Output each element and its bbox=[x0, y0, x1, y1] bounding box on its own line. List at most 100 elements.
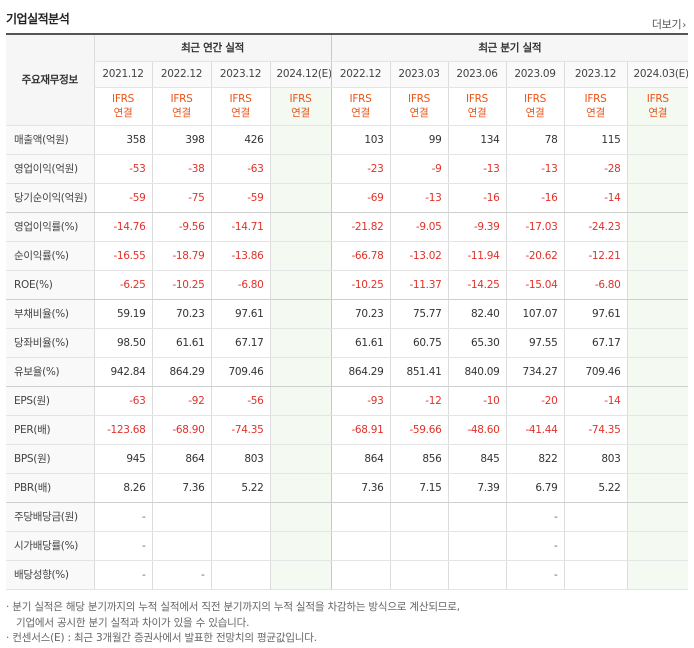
value-cell: -74.35 bbox=[210, 415, 270, 445]
value-cell: -14 bbox=[563, 386, 627, 416]
quarter-group-header: 최근 분기 실적 bbox=[330, 33, 688, 62]
value-cell: -15.04 bbox=[505, 270, 564, 300]
row-label: 당기순이익(억원) bbox=[6, 183, 94, 213]
row-label: PER(배) bbox=[6, 415, 94, 445]
period-header: 2022.12 bbox=[330, 61, 390, 88]
value-cell: -9.05 bbox=[389, 212, 448, 242]
value-cell: - bbox=[505, 560, 564, 590]
value-cell: 134 bbox=[447, 125, 506, 155]
ifrs-header: IFRS 연결 bbox=[447, 87, 506, 126]
row-label: EPS(원) bbox=[6, 386, 94, 416]
period-header: 2022.12 bbox=[151, 61, 211, 88]
ifrs-header: IFRS 연결 bbox=[389, 87, 448, 126]
row-label: 영업이익(억원) bbox=[6, 154, 94, 184]
value-cell bbox=[269, 241, 331, 271]
value-cell: 60.75 bbox=[389, 328, 448, 358]
consolidated-label: 연결 bbox=[172, 107, 191, 119]
value-cell: -53 bbox=[93, 154, 152, 184]
period-header: 2023.12 bbox=[210, 61, 270, 88]
value-cell: -74.35 bbox=[563, 415, 627, 445]
value-cell: 734.27 bbox=[505, 357, 564, 387]
value-cell: 942.84 bbox=[93, 357, 152, 387]
value-cell bbox=[626, 299, 688, 329]
table-row: 주당배당금(원) - - bbox=[6, 502, 688, 532]
value-cell bbox=[447, 560, 506, 590]
value-cell: -10.25 bbox=[151, 270, 211, 300]
row-label: 매출액(억원) bbox=[6, 125, 94, 155]
value-cell: -14.76 bbox=[93, 212, 152, 242]
period-header: 2023.03 bbox=[389, 61, 448, 88]
label-header: 주요재무정보 bbox=[6, 33, 94, 126]
row-label: 부채비율(%) bbox=[6, 299, 94, 329]
annual-group-header: 최근 연간 실적 bbox=[93, 33, 331, 62]
row-label: 주당배당금(원) bbox=[6, 502, 94, 532]
value-cell: -10.25 bbox=[330, 270, 390, 300]
value-cell: -38 bbox=[151, 154, 211, 184]
value-cell: 426 bbox=[210, 125, 270, 155]
table-row: 매출액(억원) 358 398 426 103 99 134 78 115 bbox=[6, 125, 688, 155]
consolidated-label: 연결 bbox=[467, 107, 487, 119]
value-cell bbox=[151, 502, 211, 532]
value-cell: - bbox=[505, 502, 564, 532]
value-cell: 840.09 bbox=[447, 357, 506, 387]
period-header: 2023.06 bbox=[447, 61, 506, 88]
more-label: 더보기 bbox=[651, 18, 682, 31]
consolidated-label: 연결 bbox=[291, 107, 310, 119]
value-cell: -20 bbox=[505, 386, 564, 416]
value-cell: 78 bbox=[505, 125, 564, 155]
ifrs-header: IFRS 연결 bbox=[626, 87, 688, 126]
value-cell: -48.60 bbox=[447, 415, 506, 445]
value-cell: -6.80 bbox=[210, 270, 270, 300]
value-cell: 65.30 bbox=[447, 328, 506, 358]
value-cell bbox=[210, 531, 270, 561]
value-cell bbox=[269, 183, 331, 213]
value-cell bbox=[269, 444, 331, 474]
row-label: 시가배당률(%) bbox=[6, 531, 94, 561]
value-cell: -14.25 bbox=[447, 270, 506, 300]
more-link[interactable]: 더보기› bbox=[652, 16, 686, 32]
value-cell: - bbox=[93, 560, 152, 590]
ifrs-label: IFRS bbox=[584, 93, 607, 105]
value-cell: 864 bbox=[330, 444, 390, 474]
row-label: BPS(원) bbox=[6, 444, 94, 474]
value-cell: -13.86 bbox=[210, 241, 270, 271]
consolidated-label: 연결 bbox=[351, 107, 370, 119]
table-row: 유보율(%) 942.84 864.29 709.46 864.29 851.41 840.… bbox=[6, 357, 688, 387]
value-cell bbox=[269, 502, 331, 532]
table-row: ROE(%) -6.25 -10.25 -6.80 -10.25 -11.37 -14.25… bbox=[6, 270, 688, 300]
value-cell: -59 bbox=[210, 183, 270, 213]
value-cell bbox=[269, 415, 331, 445]
value-cell: -13 bbox=[389, 183, 448, 213]
value-cell: 97.61 bbox=[563, 299, 627, 329]
value-cell: -41.44 bbox=[505, 415, 564, 445]
period-header: 2024.03(E) bbox=[626, 61, 688, 88]
value-cell: -9 bbox=[389, 154, 448, 184]
value-cell: -14.71 bbox=[210, 212, 270, 242]
value-cell: 70.23 bbox=[330, 299, 390, 329]
value-cell: 7.39 bbox=[447, 473, 506, 503]
ifrs-label: IFRS bbox=[170, 93, 193, 105]
table-row: EPS(원) -63 -92 -56 -93 -12 -10 -20 -14 bbox=[6, 386, 688, 416]
value-cell bbox=[626, 270, 688, 300]
value-cell: 709.46 bbox=[563, 357, 627, 387]
value-cell: -16.55 bbox=[93, 241, 152, 271]
table-body: 매출액(억원) 358 398 426 103 99 134 78 115 영업이익(억원) -53… bbox=[6, 125, 688, 590]
table-row: 영업이익(억원) -53 -38 -63 -23 -9 -13 -13 -28 bbox=[6, 154, 688, 184]
value-cell: 97.61 bbox=[210, 299, 270, 329]
value-cell: 851.41 bbox=[389, 357, 448, 387]
table-row: 순이익률(%) -16.55 -18.79 -13.86 -66.78 -13.02 -11… bbox=[6, 241, 688, 271]
value-cell: 107.07 bbox=[505, 299, 564, 329]
table-row: BPS(원) 945 864 803 864 856 845 822 803 bbox=[6, 444, 688, 474]
value-cell: 61.61 bbox=[151, 328, 211, 358]
financial-table: 주요재무정보 최근 연간 실적 최근 분기 실적 2021.12 2022.12 2… bbox=[6, 33, 688, 590]
period-header: 2023.12 bbox=[563, 61, 627, 88]
row-label: PBR(배) bbox=[6, 473, 94, 503]
row-label: 배당성향(%) bbox=[6, 560, 94, 590]
row-label: 영업이익률(%) bbox=[6, 212, 94, 242]
table-row: 부채비율(%) 59.19 70.23 97.61 70.23 75.77 82.40 107… bbox=[6, 299, 688, 329]
value-cell bbox=[563, 531, 627, 561]
value-cell: 67.17 bbox=[210, 328, 270, 358]
value-cell: -10 bbox=[447, 386, 506, 416]
value-cell: 398 bbox=[151, 125, 211, 155]
consolidated-label: 연결 bbox=[586, 107, 605, 119]
